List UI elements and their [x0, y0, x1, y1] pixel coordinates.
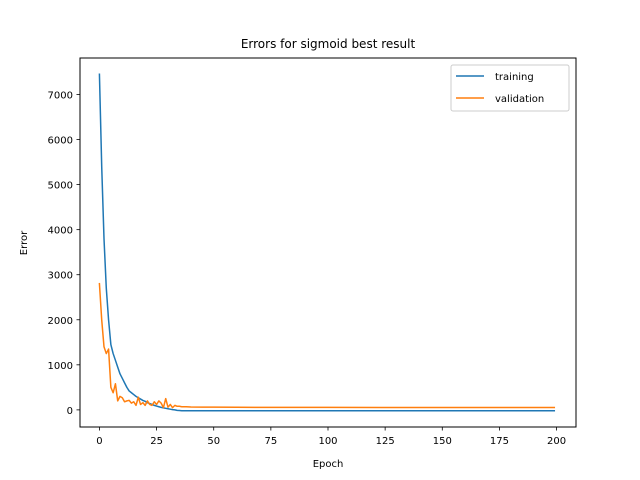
x-tick-label: 125 [376, 436, 395, 447]
y-tick-label: 3000 [48, 271, 73, 282]
x-axis-label: Epoch [313, 459, 344, 470]
x-tick-label: 200 [547, 436, 566, 447]
y-tick-label: 6000 [48, 136, 73, 147]
legend-label-training: training [495, 72, 534, 83]
x-axis-ticks: 0 25 50 75 100 125 150 175 200 [96, 427, 566, 447]
y-tick-label: 7000 [48, 90, 73, 101]
chart-title: Errors for sigmoid best result [241, 37, 416, 51]
legend-label-validation: validation [495, 94, 544, 105]
y-tick-label: 1000 [48, 361, 73, 372]
y-axis-ticks: 0 1000 2000 3000 4000 5000 6000 7000 [48, 90, 80, 417]
x-tick-label: 0 [96, 436, 102, 447]
series-line-validation [98, 282, 556, 409]
x-tick-label: 75 [264, 436, 277, 447]
plot-series-group [98, 73, 556, 412]
y-axis-label: Error [19, 230, 30, 255]
y-tick-label: 2000 [48, 316, 73, 327]
x-tick-label: 100 [318, 436, 337, 447]
x-tick-label: 25 [150, 436, 163, 447]
y-tick-label: 5000 [48, 181, 73, 192]
legend: training validation [450, 64, 570, 112]
y-tick-label: 0 [67, 406, 73, 417]
y-tick-label: 4000 [48, 226, 73, 237]
x-tick-label: 175 [490, 436, 509, 447]
x-tick-label: 150 [433, 436, 452, 447]
x-tick-label: 50 [207, 436, 220, 447]
